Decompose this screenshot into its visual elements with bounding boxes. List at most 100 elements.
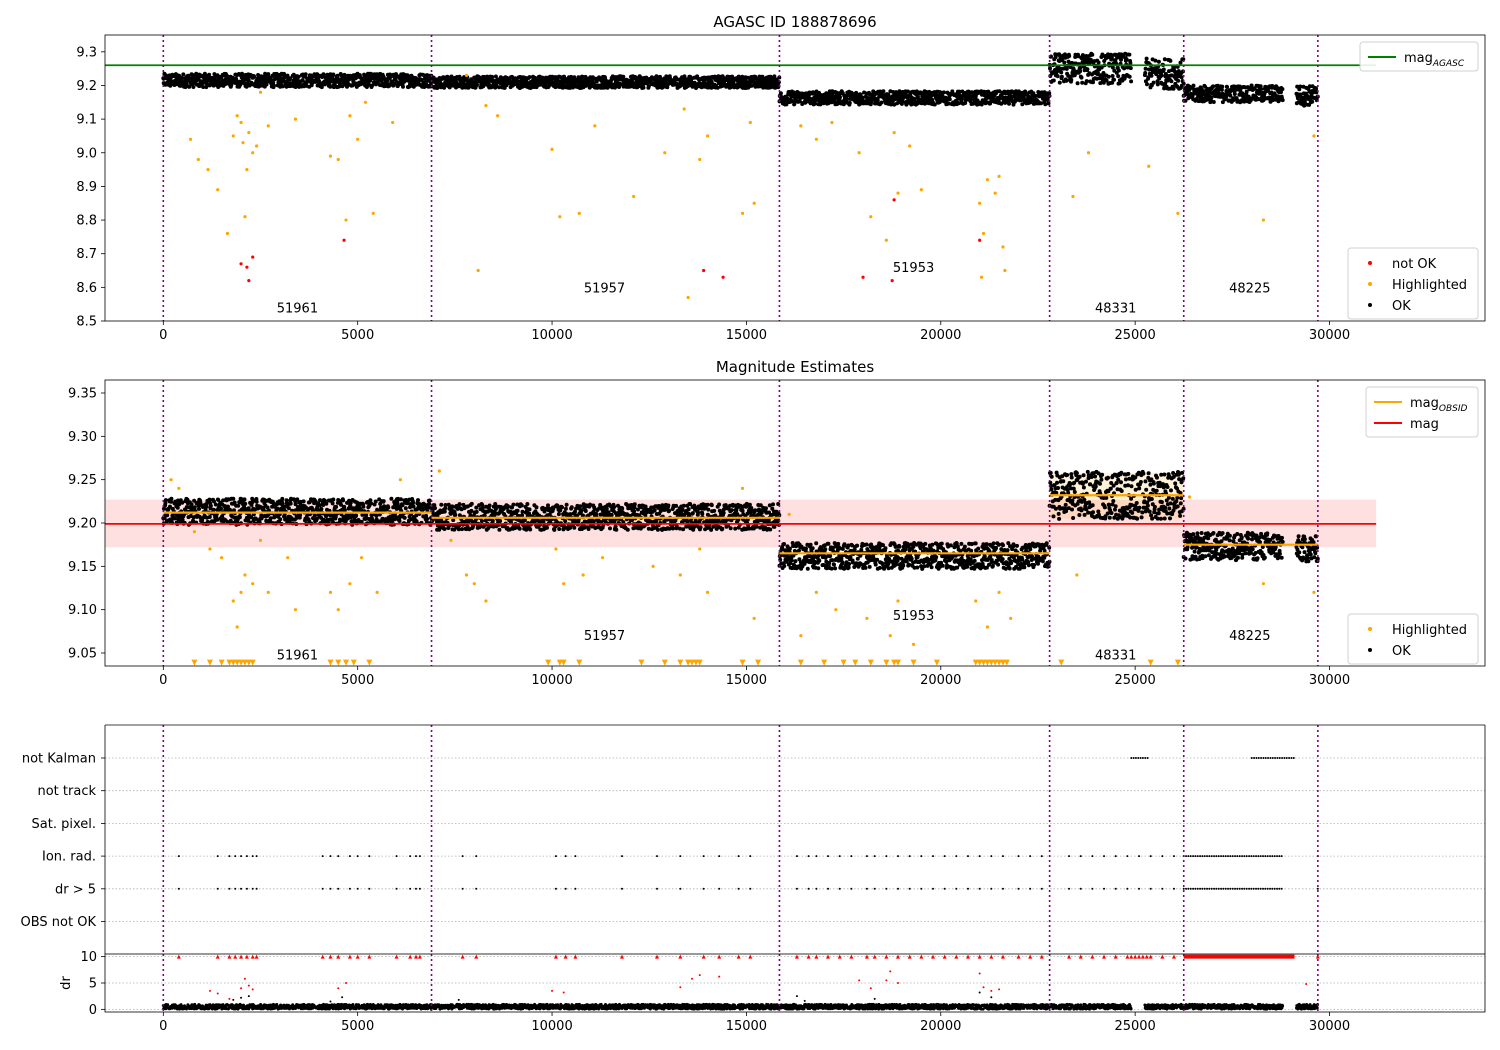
y-tick-label: 8.9 (76, 180, 97, 195)
below-range-marker (999, 659, 1006, 666)
flag-point (356, 887, 359, 890)
legend-box (1365, 386, 1479, 438)
flag-point (897, 887, 900, 890)
below-range-marker (685, 659, 692, 666)
highlighted-point (554, 547, 558, 551)
clipped-dr-marker (417, 954, 422, 959)
flag-category-label: dr > 5 (55, 882, 96, 897)
dr-axes-frame (104, 953, 1486, 1013)
not-ok-point (251, 255, 255, 259)
clipped-dr-marker (942, 954, 947, 959)
flag-point (1189, 887, 1192, 890)
clipped-dr-marker (1148, 954, 1153, 959)
flag-point (574, 855, 577, 858)
highlighted-point (266, 590, 270, 594)
flag-point (1229, 887, 1232, 890)
below-range-marker (230, 659, 237, 666)
highlighted-point (464, 573, 469, 577)
highlighted-point (192, 530, 197, 534)
flag-point (1250, 855, 1253, 858)
clipped-dr-marker (1129, 954, 1134, 959)
highlighted-point (896, 599, 900, 603)
flag-point (1276, 757, 1279, 759)
top-chart-title: AGASC ID 188878696 (713, 13, 876, 31)
clipped-dr-marker (563, 954, 568, 959)
flag-point (873, 887, 876, 890)
flag-point (409, 887, 412, 890)
clipped-dr-marker (872, 954, 877, 959)
flag-point (1091, 887, 1094, 890)
flag-point (1213, 887, 1216, 890)
flag-point (414, 887, 417, 890)
flag-point (749, 887, 752, 890)
flag-point (1126, 887, 1129, 890)
legend-lower-swatch (1368, 303, 1372, 307)
below-range-marker (343, 659, 350, 666)
clipped-dr-marker (1028, 954, 1033, 959)
flag-point (955, 887, 958, 890)
clipped-dr-marker (1078, 954, 1083, 959)
dr-point (240, 996, 243, 999)
flag-point (1280, 855, 1283, 858)
flag-point (1276, 887, 1279, 890)
flag-point (1194, 887, 1197, 890)
clipped-dr-marker (717, 954, 722, 959)
highlighted-point (593, 124, 597, 128)
highlighted-point (239, 120, 243, 125)
dr-outlier-point (869, 987, 872, 990)
flag-point (1259, 855, 1262, 858)
clipped-dr-marker (1125, 954, 1130, 959)
highlighted-point (748, 120, 752, 125)
below-range-marker (891, 659, 898, 666)
x-tick-label: 10000 (531, 328, 572, 343)
flag-point (1281, 757, 1284, 759)
x-tick-label: 30000 (1309, 1019, 1350, 1034)
highlighted-point (241, 141, 245, 145)
highlighted-point (577, 211, 581, 215)
flag-point (1040, 855, 1043, 858)
flag-point (1252, 887, 1255, 890)
flag-point (679, 855, 682, 858)
flag-point (807, 855, 810, 858)
below-range-marker (692, 659, 699, 666)
y-tick-label: 9.15 (68, 560, 97, 575)
clipped-dr-marker (736, 954, 741, 959)
agasc-axes-frame (104, 34, 1486, 322)
flag-category-label: OBS not OK (21, 915, 97, 930)
flag-point (807, 887, 810, 890)
highlighted-point (911, 642, 916, 646)
flag-point (943, 855, 946, 858)
flag-point (1288, 757, 1291, 759)
x-tick-label: 15000 (726, 1019, 767, 1034)
highlighted-point (225, 231, 230, 236)
flag-point (1138, 855, 1141, 858)
flag-point (1243, 887, 1246, 890)
flag-point (348, 887, 351, 890)
highlighted-point (1001, 245, 1005, 249)
dr-outlier-point (982, 986, 985, 989)
flag-point (1253, 757, 1256, 759)
flag-point (1203, 887, 1206, 890)
flag-point (1017, 855, 1020, 858)
clipped-dr-marker (355, 954, 360, 959)
highlighted-point (484, 104, 488, 108)
highlighted-point (865, 616, 869, 620)
highlighted-point (243, 215, 247, 219)
clipped-dr-marker (1172, 954, 1177, 959)
flag-point (656, 855, 658, 858)
highlighted-point (255, 144, 259, 148)
below-range-marker (852, 659, 859, 666)
highlighted-point (834, 608, 838, 612)
clipped-dr-marker (328, 954, 333, 959)
flag-point (368, 887, 371, 890)
legend-lower-swatch (1368, 261, 1372, 265)
flag-point (850, 887, 853, 890)
dr-point (232, 998, 235, 1001)
legend-upper-label: mag (1410, 417, 1439, 432)
highlighted-point (908, 144, 912, 148)
flag-point (251, 887, 254, 890)
flag-point (1280, 887, 1283, 890)
highlighted-point (663, 151, 667, 155)
x-tick-label: 25000 (1114, 1019, 1155, 1034)
below-range-marker (245, 659, 252, 666)
